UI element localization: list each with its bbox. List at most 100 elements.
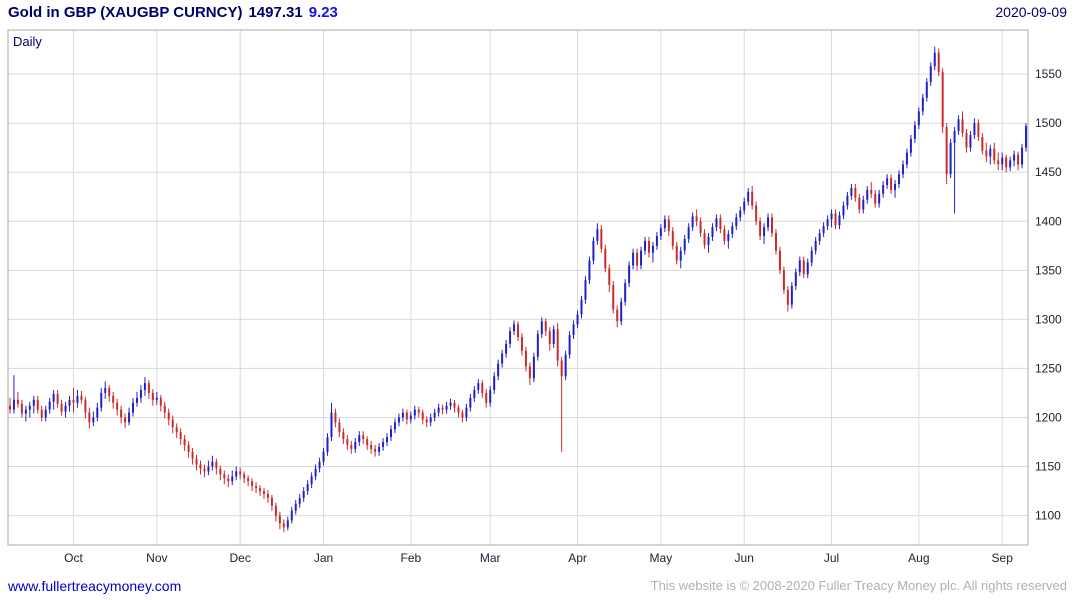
candle-body bbox=[949, 142, 952, 175]
candle-body bbox=[128, 412, 131, 423]
chart-date: 2020-09-09 bbox=[995, 4, 1067, 20]
candle-body bbox=[723, 229, 726, 241]
page-footer: www.fullertreacymoney.com This website i… bbox=[8, 578, 1067, 596]
candle-body bbox=[318, 461, 321, 469]
candle-body bbox=[608, 268, 611, 286]
candle-body bbox=[36, 399, 39, 410]
candle-body bbox=[517, 324, 519, 338]
candle-body bbox=[378, 446, 381, 452]
candle-body bbox=[417, 409, 420, 413]
candle-body bbox=[350, 444, 353, 449]
candle-body bbox=[937, 52, 940, 73]
candle-body bbox=[108, 388, 111, 396]
candle-body bbox=[576, 314, 579, 325]
candle-body bbox=[116, 402, 119, 410]
candle-body bbox=[457, 407, 460, 413]
candle-body bbox=[679, 250, 682, 261]
candle-body bbox=[255, 486, 258, 489]
candle-body bbox=[449, 402, 452, 406]
candle-body bbox=[135, 397, 138, 403]
candle-body bbox=[989, 148, 992, 157]
candle-body bbox=[894, 184, 897, 190]
candle-body bbox=[858, 197, 861, 210]
candle-body bbox=[667, 219, 670, 232]
candle-body bbox=[354, 442, 357, 449]
candle-body bbox=[1017, 154, 1020, 165]
candle-body bbox=[735, 217, 738, 227]
candle-body bbox=[965, 133, 968, 148]
candle-body bbox=[461, 412, 464, 418]
candle-body bbox=[838, 215, 841, 226]
candle-body bbox=[175, 427, 178, 433]
candle-body bbox=[44, 409, 47, 418]
x-axis-tick-label: Mar bbox=[480, 551, 501, 565]
fullertreacymoney-link[interactable]: www.fullertreacymoney.com bbox=[8, 578, 182, 594]
candle-body bbox=[92, 417, 95, 423]
candle-body bbox=[88, 412, 91, 423]
candle-body bbox=[743, 201, 746, 211]
candle-body bbox=[663, 219, 666, 229]
candle-body bbox=[890, 178, 893, 190]
candle-body bbox=[429, 417, 432, 423]
candle-body bbox=[953, 131, 956, 143]
candle-body bbox=[993, 148, 996, 161]
candle-body bbox=[298, 497, 301, 504]
candle-body bbox=[671, 231, 674, 246]
candle-body bbox=[32, 399, 35, 406]
candle-body bbox=[191, 451, 194, 459]
candle-body bbox=[397, 417, 400, 423]
candle-body bbox=[401, 412, 404, 418]
y-axis-tick-label: 1250 bbox=[1035, 361, 1062, 375]
candle-body bbox=[437, 407, 440, 413]
candle-body bbox=[342, 432, 345, 440]
candle-body bbox=[870, 189, 873, 194]
candle-body bbox=[12, 399, 15, 410]
candle-body bbox=[409, 415, 412, 420]
candle-body bbox=[40, 409, 43, 418]
candle-body bbox=[413, 409, 416, 416]
y-axis-tick-label: 1450 bbox=[1035, 165, 1062, 179]
candle-body bbox=[1013, 154, 1016, 161]
candle-body bbox=[393, 422, 396, 430]
candle-body bbox=[683, 238, 686, 251]
candle-body bbox=[719, 218, 722, 230]
candle-body bbox=[139, 390, 142, 398]
candle-body bbox=[901, 164, 904, 175]
candle-body bbox=[465, 407, 468, 418]
candlestick-chart[interactable]: 1100 1150 1200 1250 1300 1350 1400 1450 1500 1550… bbox=[0, 0, 1075, 578]
candle-body bbox=[243, 474, 246, 479]
candle-body bbox=[187, 444, 190, 452]
candle-body bbox=[227, 478, 230, 482]
candle-body bbox=[52, 393, 55, 402]
candle-body bbox=[207, 466, 210, 472]
candle-body bbox=[112, 395, 115, 403]
candle-body bbox=[171, 419, 174, 428]
candle-body bbox=[945, 127, 948, 175]
x-axis-tick-label: Sep bbox=[992, 551, 1014, 565]
candle-body bbox=[247, 478, 250, 482]
candle-body bbox=[798, 260, 801, 273]
candle-body bbox=[731, 226, 734, 235]
candle-body bbox=[969, 134, 972, 148]
candle-body bbox=[917, 111, 920, 126]
y-axis-tick-label: 1500 bbox=[1035, 116, 1062, 130]
candle-body bbox=[651, 245, 654, 253]
candle-body bbox=[203, 468, 206, 472]
candle-body bbox=[215, 461, 218, 469]
x-axis-tick-label: Oct bbox=[64, 551, 83, 565]
candle-body bbox=[28, 405, 31, 410]
candle-body bbox=[909, 138, 912, 153]
candle-body bbox=[711, 227, 714, 237]
candle-body bbox=[620, 301, 623, 322]
candle-body bbox=[624, 283, 627, 302]
candle-body bbox=[346, 439, 349, 445]
candle-body bbox=[179, 432, 182, 440]
candle-body bbox=[739, 210, 742, 218]
candle-body bbox=[929, 66, 932, 82]
candle-body bbox=[862, 199, 865, 210]
candle-body bbox=[159, 397, 162, 406]
candle-body bbox=[640, 250, 643, 266]
candle-body bbox=[854, 187, 857, 198]
candle-body bbox=[564, 354, 567, 377]
y-axis-tick-label: 1100 bbox=[1035, 509, 1061, 523]
